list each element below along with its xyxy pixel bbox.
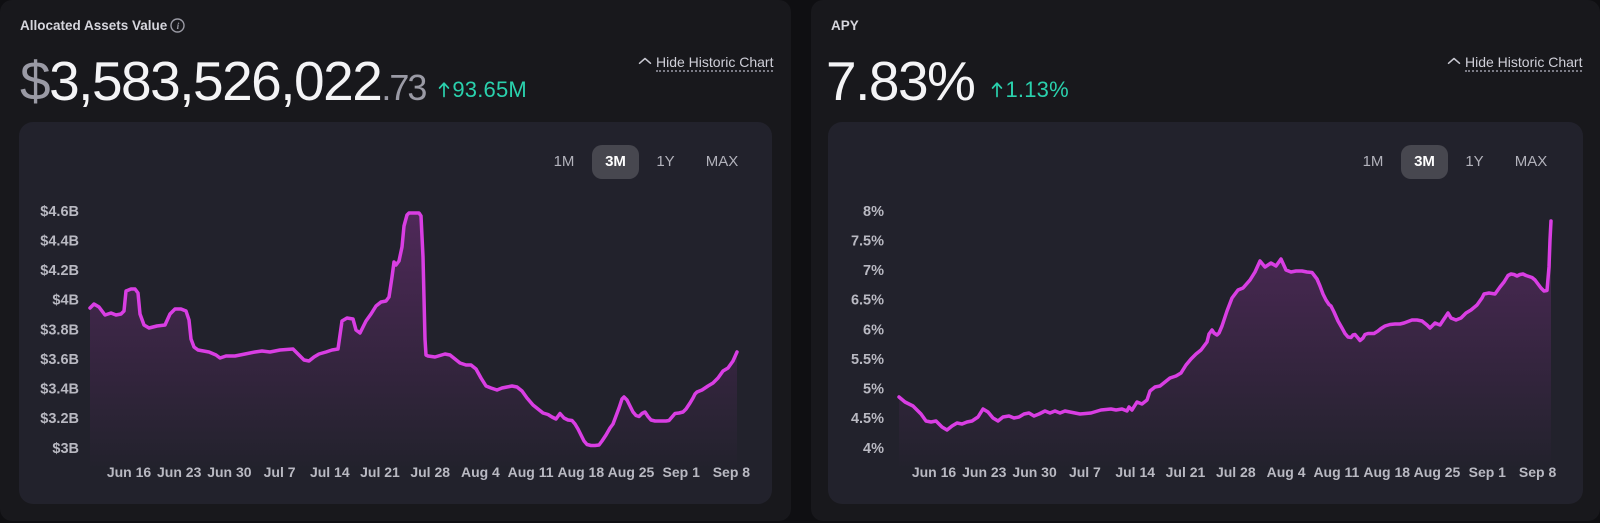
svg-text:4%: 4% — [863, 441, 884, 457]
svg-text:Aug 11: Aug 11 — [1313, 464, 1359, 480]
svg-text:Jul 21: Jul 21 — [1166, 464, 1206, 480]
svg-text:Sep 1: Sep 1 — [1469, 464, 1507, 480]
svg-text:5.5%: 5.5% — [851, 352, 884, 368]
svg-text:Jun 30: Jun 30 — [1012, 464, 1057, 480]
svg-text:Aug 18: Aug 18 — [1363, 464, 1410, 480]
svg-text:Jul 7: Jul 7 — [1069, 464, 1101, 480]
svg-text:Aug 4: Aug 4 — [1267, 464, 1306, 480]
svg-text:Aug 11: Aug 11 — [508, 464, 554, 480]
svg-text:$4.2B: $4.2B — [40, 263, 79, 279]
svg-text:$4B: $4B — [52, 293, 79, 309]
svg-text:7.5%: 7.5% — [851, 233, 884, 249]
svg-text:Aug 4: Aug 4 — [461, 464, 500, 480]
svg-text:Jul 7: Jul 7 — [264, 464, 296, 480]
svg-text:Jul 14: Jul 14 — [1115, 464, 1155, 480]
svg-text:Jun 30: Jun 30 — [207, 464, 252, 480]
svg-text:$3.8B: $3.8B — [40, 322, 79, 338]
svg-text:$4.6B: $4.6B — [40, 204, 79, 220]
svg-text:Jun 23: Jun 23 — [157, 464, 202, 480]
svg-text:Sep 8: Sep 8 — [1519, 464, 1557, 480]
svg-text:6%: 6% — [863, 322, 884, 338]
svg-text:Aug 25: Aug 25 — [608, 464, 655, 480]
svg-text:Jun 16: Jun 16 — [107, 464, 152, 480]
svg-text:5%: 5% — [863, 382, 884, 398]
svg-text:$3.2B: $3.2B — [40, 411, 79, 427]
svg-text:7%: 7% — [863, 263, 884, 279]
svg-text:$3B: $3B — [52, 441, 79, 457]
svg-text:Sep 8: Sep 8 — [713, 464, 751, 480]
svg-text:Sep 1: Sep 1 — [663, 464, 701, 480]
svg-text:Aug 25: Aug 25 — [1414, 464, 1461, 480]
svg-text:6.5%: 6.5% — [851, 293, 884, 309]
svg-text:Jul 28: Jul 28 — [410, 464, 450, 480]
svg-text:$4.4B: $4.4B — [40, 233, 79, 249]
svg-text:Jun 23: Jun 23 — [962, 464, 1007, 480]
svg-text:Jul 21: Jul 21 — [360, 464, 400, 480]
svg-text:$3.6B: $3.6B — [40, 352, 79, 368]
svg-text:8%: 8% — [863, 204, 884, 220]
svg-text:$3.4B: $3.4B — [40, 382, 79, 398]
svg-text:i: i — [177, 22, 180, 32]
svg-text:Aug 18: Aug 18 — [557, 464, 604, 480]
svg-text:4.5%: 4.5% — [851, 411, 884, 427]
svg-text:Jul 14: Jul 14 — [310, 464, 350, 480]
svg-text:Jul 28: Jul 28 — [1216, 464, 1256, 480]
svg-text:Jun 16: Jun 16 — [912, 464, 957, 480]
